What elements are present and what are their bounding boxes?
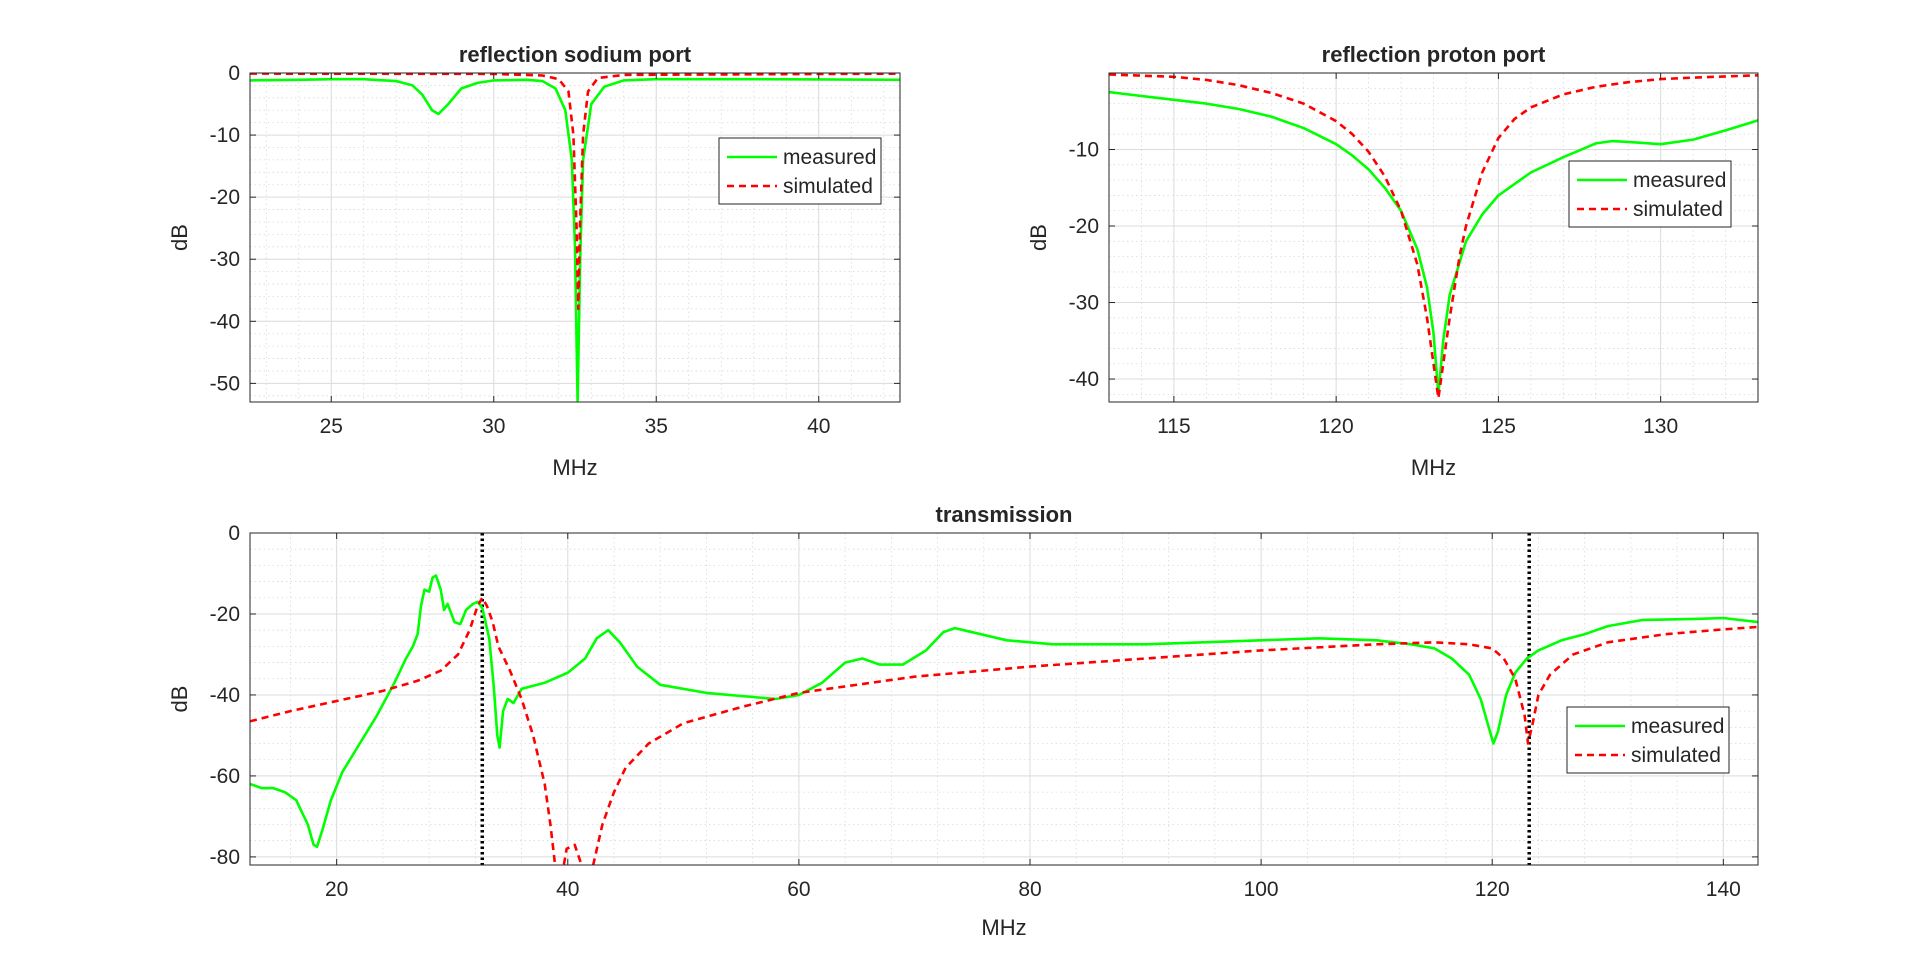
transmission-xtick-label: 20 [325,878,348,901]
proton-reflection-axes-box [1108,72,1759,403]
transmission-legend-label-measured: measured [1631,715,1724,738]
transmission-plot: 20 40 60 80 100 120 140 0 -20 -40 -60 -80 measured si… [167,502,1759,940]
sodium-reflection-ytick-label: -40 [210,310,240,333]
transmission-xtick-label: 140 [1706,878,1741,901]
proton-reflection-legend-label-simulated: simulated [1633,198,1723,221]
transmission-simulated-line [250,596,1758,865]
sodium-reflection-plot-area: 25 30 35 40 0 -10 -20 -30 -40 -50 measured simulate… [210,62,901,438]
proton-reflection-xtick-label: 115 [1157,415,1190,438]
transmission-ytick-label: -80 [210,846,240,869]
transmission-axes-background [250,533,1758,865]
transmission-legend-label-simulated: simulated [1631,744,1721,767]
sodium-reflection-series-group [250,73,900,402]
transmission-xtick-label: 100 [1244,878,1279,901]
sodium-reflection-ytick-label: -20 [210,186,240,209]
proton-reflection-plot-area: 115 120 125 130 -10 -20 -30 -40 measured simulate… [1069,72,1759,438]
proton-reflection-ytick-label: -10 [1069,139,1099,162]
sodium-reflection-axes-box [249,72,901,403]
proton-reflection-ytick-label: -20 [1069,215,1099,238]
proton-reflection-measured-line [1109,90,1758,396]
proton-reflection-xtick-label: 125 [1481,415,1516,438]
sodium-reflection-ylabel: dB [167,224,192,251]
sodium-reflection-title: reflection sodium port [459,42,692,67]
sodium-reflection-measured-line [250,77,900,402]
transmission-plot-area: 20 40 60 80 100 120 140 0 -20 -40 -60 -80 measured si… [210,522,1759,901]
proton-reflection-legend-box [1568,160,1732,228]
transmission-title: transmission [936,502,1073,527]
proton-reflection-ylabel: dB [1026,224,1051,251]
proton-reflection-xtick-label: 120 [1319,415,1354,438]
proton-reflection-legend: measured simulated [1568,160,1732,228]
sodium-reflection-plot: 25 30 35 40 0 -10 -20 -30 -40 -50 measured simulate… [167,42,901,480]
proton-reflection-ytick-label: -40 [1069,368,1099,391]
sodium-reflection-simulated-line [250,73,900,311]
proton-reflection-series-group [1109,73,1758,400]
sodium-reflection-xtick-label: 40 [807,415,830,438]
transmission-ytick-label: -60 [210,765,240,788]
transmission-legend: measured simulated [1566,706,1730,774]
proton-reflection-plot: 115 120 125 130 -10 -20 -30 -40 measured simulate… [1026,42,1759,480]
transmission-ylabel: dB [167,686,192,713]
transmission-series-group [250,533,1758,865]
sodium-reflection-xtick-label: 25 [320,415,343,438]
sodium-reflection-legend-label-simulated: simulated [783,175,873,198]
sodium-reflection-legend-box [718,137,882,205]
proton-reflection-title: reflection proton port [1322,42,1546,67]
sodium-reflection-ytick-label: 0 [228,62,240,85]
sodium-reflection-ytick-label: -10 [210,124,240,147]
sodium-reflection-legend-label-measured: measured [783,146,876,169]
proton-reflection-xlabel: MHz [1411,455,1456,480]
sodium-reflection-ytick-label: -30 [210,248,240,271]
transmission-ytick-label: -20 [210,603,240,626]
sodium-reflection-ytick-label: -50 [210,372,240,395]
proton-reflection-legend-label-measured: measured [1633,169,1726,192]
proton-reflection-xtick-label: 130 [1643,415,1678,438]
proton-reflection-ytick-label: -30 [1069,292,1099,315]
transmission-xtick-label: 40 [556,878,579,901]
transmission-xlabel: MHz [981,915,1026,940]
sodium-reflection-legend: measured simulated [718,137,882,205]
sodium-reflection-xtick-label: 30 [482,415,505,438]
transmission-measured-line [250,574,1758,849]
sodium-reflection-xlabel: MHz [552,455,597,480]
transmission-legend-box [1566,706,1730,774]
sodium-reflection-xtick-label: 35 [645,415,668,438]
transmission-xtick-label: 60 [787,878,810,901]
transmission-xtick-label: 80 [1018,878,1041,901]
transmission-axes-box [249,532,1759,866]
transmission-ytick-label: -40 [210,684,240,707]
transmission-ytick-label: 0 [228,522,240,545]
transmission-xtick-label: 120 [1475,878,1510,901]
